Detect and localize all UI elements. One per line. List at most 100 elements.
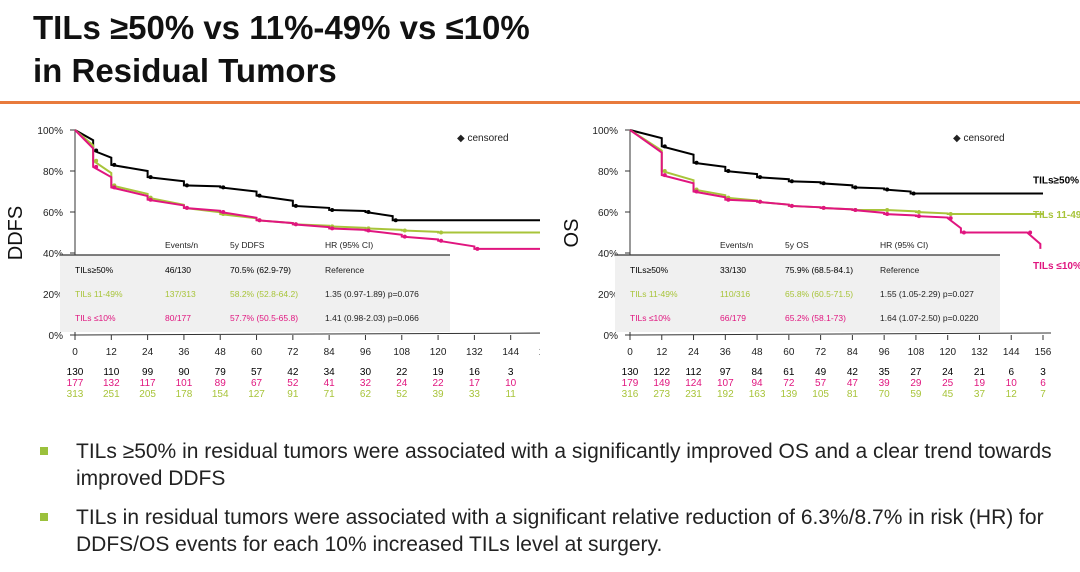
censor-mark (961, 230, 966, 235)
stats-table-bg (60, 255, 450, 332)
at-risk-count: 130 (622, 367, 639, 378)
censor-mark (221, 210, 226, 214)
at-risk-count: 251 (103, 389, 120, 400)
censor-mark (789, 203, 794, 208)
bullet-icon (40, 513, 48, 521)
table-cell: 65.2% (58.1-73) (785, 313, 846, 323)
km-curve-low (629, 129, 1042, 249)
censor-mark (726, 169, 731, 173)
y-tick-label: 80% (43, 167, 63, 178)
at-risk-count: 34 (324, 367, 336, 378)
at-risk-count: 37 (974, 389, 986, 400)
y-tick-label: 100% (592, 126, 618, 137)
table-cell: 80/177 (165, 313, 191, 323)
x-tick-label: 132 (466, 347, 483, 358)
bullet-list: TILs ≥50% in residual tumors were associ… (40, 438, 1070, 570)
at-risk-count: 101 (176, 378, 193, 389)
table-cell: TILs 11-49% (75, 289, 123, 299)
censor-mark (293, 203, 298, 208)
at-risk-count: 70 (879, 389, 891, 400)
censor-mark (885, 212, 890, 217)
x-tick-label: 108 (908, 347, 925, 358)
km-curve-high (74, 129, 540, 222)
censor-mark (94, 148, 99, 153)
at-risk-count: 30 (360, 367, 372, 378)
censor-mark (662, 173, 667, 178)
stats-table-bg (615, 255, 1000, 332)
table-cell: TILs≥50% (630, 265, 669, 275)
censor-mark (112, 162, 117, 167)
x-tick-label: 48 (215, 347, 227, 358)
y-tick-label: 0% (604, 331, 619, 342)
series-label: TILs≥50% (1033, 176, 1079, 187)
at-risk-count: 79 (215, 367, 227, 378)
table-header: 5y OS (785, 240, 809, 250)
at-risk-count: 99 (142, 367, 154, 378)
at-risk-count: 16 (469, 367, 481, 378)
table-cell: 1.55 (1.05-2.29) p=0.027 (880, 289, 974, 299)
x-tick-label: 0 (72, 347, 78, 358)
censor-mark (402, 228, 407, 233)
at-risk-count: 61 (783, 367, 795, 378)
at-risk-count: 67 (251, 378, 263, 389)
censor-mark (257, 218, 262, 223)
x-tick-label: 72 (287, 347, 299, 358)
at-risk-count: 313 (67, 389, 84, 400)
at-risk-count: 178 (176, 389, 193, 400)
y-tick-label: 60% (598, 208, 618, 219)
y-tick-label: 20% (598, 290, 618, 301)
x-tick-label: 84 (324, 347, 336, 358)
table-header: HR (95% CI) (325, 240, 373, 250)
x-tick-label: 96 (360, 347, 372, 358)
at-risk-count: 42 (287, 367, 299, 378)
x-tick-label: 120 (939, 347, 956, 358)
at-risk-count: 117 (140, 378, 156, 389)
at-risk-count: 32 (360, 378, 372, 389)
at-risk-count: 81 (847, 389, 859, 400)
at-risk-count: 10 (505, 378, 517, 389)
y-tick-label: 40% (43, 249, 63, 260)
at-risk-count: 273 (653, 389, 670, 400)
x-tick-label: 24 (142, 347, 154, 358)
bullet-item: TILs ≥50% in residual tumors were associ… (40, 438, 1070, 492)
bullet-icon (40, 447, 48, 455)
censor-mark (94, 158, 99, 163)
censor-mark (184, 205, 189, 210)
censor-mark (948, 216, 953, 221)
at-risk-count: 94 (752, 378, 764, 389)
at-risk-count: 24 (942, 367, 954, 378)
km-curve-low (74, 129, 540, 250)
y-axis-label: DDFS (5, 206, 27, 260)
table-cell: Reference (325, 265, 364, 275)
table-cell: 66/179 (720, 313, 746, 323)
at-risk-count: 127 (248, 389, 265, 400)
ddfs-chart: DDFS 0% 20% 40% 60% 80% 100% 0 12 24 36 48 60 72 84 96 1… (5, 126, 540, 400)
x-tick-label: 84 (847, 347, 859, 358)
censor-mark (475, 246, 480, 251)
at-risk-count: 124 (685, 378, 702, 389)
censored-legend: ◆ censored (953, 133, 1005, 144)
at-risk-count: 12 (1006, 389, 1018, 400)
censor-mark (293, 222, 298, 227)
x-tick-label: 48 (752, 347, 764, 358)
x-tick-label: 156 (1035, 347, 1052, 358)
censor-mark (789, 179, 794, 184)
censor-mark (916, 214, 921, 219)
at-risk-count: 11 (505, 389, 516, 400)
x-axis (629, 332, 1052, 336)
censor-mark (758, 199, 763, 204)
censor-mark (94, 164, 99, 169)
censor-mark (148, 197, 153, 202)
at-risk-count: 27 (910, 367, 922, 378)
at-risk-count: 7 (1040, 389, 1046, 400)
at-risk-count: 33 (469, 389, 481, 400)
y-tick-label: 100% (37, 126, 63, 137)
censor-mark (148, 175, 153, 180)
at-risk-count: 25 (942, 378, 954, 389)
x-tick-label: 60 (251, 347, 263, 358)
y-tick-label: 0% (49, 331, 64, 342)
censor-mark (694, 189, 699, 194)
at-risk-count: 192 (717, 389, 734, 400)
table-cell: TILs≥50% (75, 265, 114, 275)
table-cell: Reference (880, 265, 919, 275)
